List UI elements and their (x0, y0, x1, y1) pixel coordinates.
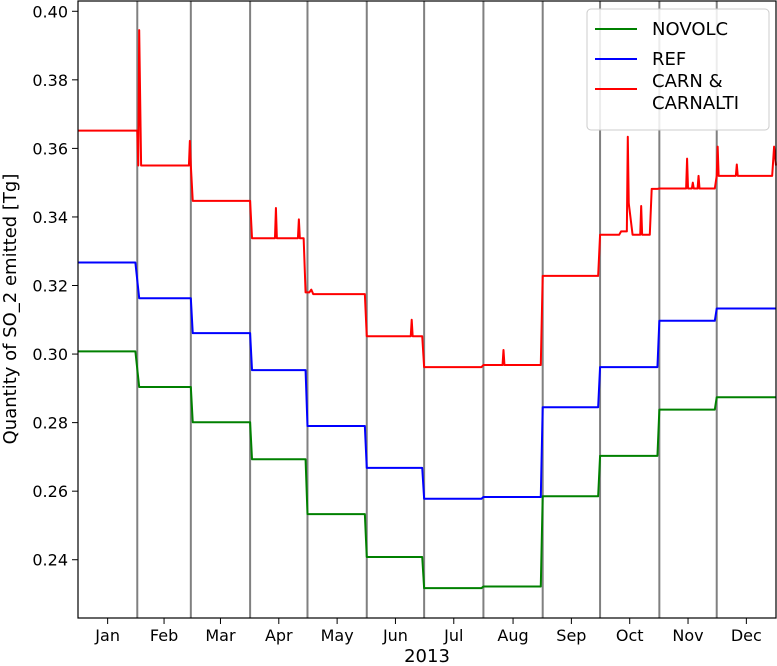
legend-label-2: CARN & CARNALTI (652, 71, 739, 114)
y-tick-label: 0.40 (32, 2, 68, 21)
x-tick-label: Jul (443, 626, 463, 645)
y-tick-label: 0.34 (32, 208, 68, 227)
x-tick-label: Oct (616, 626, 644, 645)
y-tick-label: 0.32 (32, 277, 68, 296)
x-tick-label: Nov (672, 626, 703, 645)
legend-label-0: NOVOLC (652, 19, 728, 40)
x-axis: Jan Feb Mar Apr May Jun Jul Aug Sep Oct Nov Dec (94, 618, 762, 645)
x-tick-label: Dec (731, 626, 762, 645)
plot-frame (77, 0, 777, 619)
x-tick-label: Mar (205, 626, 236, 645)
x-tick-label: Sep (556, 626, 586, 645)
x-tick-label: Feb (150, 626, 178, 645)
x-tick-label: Aug (497, 626, 528, 645)
series-line-1 (78, 261, 776, 500)
series-line-0 (78, 350, 776, 590)
x-axis-label: 2013 (404, 646, 450, 666)
y-tick-label: 0.26 (32, 482, 68, 501)
legend-label-1: REF (652, 49, 686, 70)
series-layer (78, 29, 777, 590)
y-axis: 0.24 0.26 0.28 0.30 0.32 0.34 0.36 0.38 0.40 (32, 2, 78, 570)
y-axis-label: Quantity of SO_2 emitted [Tg] (0, 174, 21, 445)
y-tick-label: 0.28 (32, 414, 68, 433)
y-tick-label: 0.30 (32, 345, 68, 364)
x-tick-label: May (321, 626, 354, 645)
x-tick-label: Jan (94, 626, 120, 645)
series-line-2 (78, 29, 777, 369)
legend-box (586, 8, 770, 131)
x-tick-label: Jun (382, 626, 408, 645)
y-tick-label: 0.38 (32, 71, 68, 90)
y-tick-label: 0.24 (32, 551, 68, 570)
x-tick-label: Apr (265, 626, 293, 645)
y-tick-label: 0.36 (32, 139, 68, 158)
